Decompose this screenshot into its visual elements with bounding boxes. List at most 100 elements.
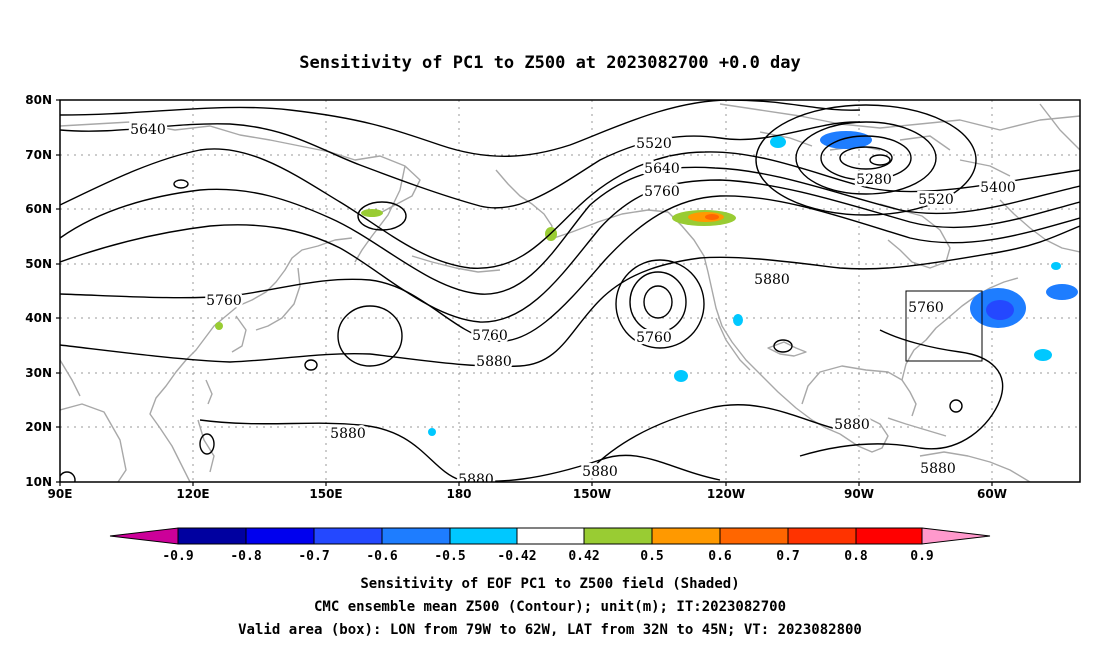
positive-sensitivity-patches xyxy=(215,209,736,330)
contour-label-2: 5520 xyxy=(636,136,672,152)
contour-labels: 5640 5520 5640 5760 5280 5400 5520 5760 … xyxy=(128,120,1019,483)
captions: Sensitivity of EOF PC1 to Z500 field (Sh… xyxy=(238,576,862,638)
contour-small-siberia xyxy=(173,179,189,189)
contour-5880-atlantic-south xyxy=(799,329,1004,457)
contour-small-great-lakes xyxy=(773,339,793,353)
colorbar-label-8: 0.5 xyxy=(640,549,663,564)
colorbar-label-6: -0.42 xyxy=(497,549,536,564)
contour-low-north-core xyxy=(869,154,891,166)
shade-neg-north-1 xyxy=(820,131,872,149)
contour-label-4: 5760 xyxy=(644,184,680,200)
lat-label-40n: 40N xyxy=(25,311,52,325)
contour-low-north-2 xyxy=(820,135,912,181)
coast-gulf-mexico xyxy=(801,365,903,405)
coast-us-east xyxy=(901,277,1019,381)
coast-cuba xyxy=(887,417,947,437)
colorbar-arrow-left xyxy=(109,527,179,545)
colorbar-label-3: -0.7 xyxy=(298,549,329,564)
coast-hudson-bay xyxy=(879,203,951,269)
coast-japan xyxy=(255,267,301,331)
lon-label-120e: 120E xyxy=(176,487,209,501)
shade-pos-korea xyxy=(215,322,223,330)
shade-neg-north-2 xyxy=(770,136,786,148)
contour-label-12: 5880 xyxy=(754,272,790,288)
colorbar: -0.9 -0.8 -0.7 -0.6 -0.5 -0.42 0.42 0.5 … xyxy=(109,527,991,564)
colorbar-label-7: 0.42 xyxy=(568,549,599,564)
caption-line-2: CMC ensemble mean Z500 (Contour); unit(m… xyxy=(314,599,786,615)
lat-label-50n: 50N xyxy=(25,257,52,271)
coast-florida xyxy=(901,379,917,417)
coast-korea xyxy=(231,315,247,353)
lon-label-90e: 90E xyxy=(48,487,73,501)
caption-line-1: Sensitivity of EOF PC1 to Z500 field (Sh… xyxy=(360,576,739,592)
coast-alaska-west xyxy=(495,169,553,241)
caption-line-3: Valid area (box): LON from 79W to 62W, L… xyxy=(238,622,862,638)
contour-label-8: 5760 xyxy=(206,293,242,309)
negative-sensitivity-patches xyxy=(428,131,1078,436)
coast-asia-north xyxy=(60,121,421,213)
coast-southeast-asia xyxy=(60,403,127,482)
contour-5520-north xyxy=(60,121,861,209)
contour-5880-pacific-south xyxy=(199,419,721,482)
contour-westerly-upper-1 xyxy=(60,148,1080,269)
contour-5760-mid xyxy=(60,195,1080,342)
map-frame xyxy=(59,99,1081,483)
lon-label-120w: 120W xyxy=(707,487,745,501)
contour-label-18: 5880 xyxy=(920,461,956,477)
contour-small-atlantic xyxy=(949,399,963,413)
figure-title: Sensitivity of PC1 to Z500 at 2023082700… xyxy=(299,53,801,73)
colorbar-label-11: 0.8 xyxy=(844,549,868,564)
colorbar-label-12: 0.9 xyxy=(910,549,933,564)
lon-label-150w: 150W xyxy=(573,487,611,501)
lat-label-80n: 80N xyxy=(25,93,52,107)
contour-label-16: 5880 xyxy=(582,464,618,480)
colorbar-label-2: -0.8 xyxy=(230,549,261,564)
contour-label-3: 5640 xyxy=(644,161,680,177)
lon-label-180: 180 xyxy=(446,487,471,501)
contour-5640-mid xyxy=(60,179,1080,323)
coast-baja xyxy=(715,317,751,371)
colorbar-label-9: 0.6 xyxy=(708,549,732,564)
colorbar-segment-3 xyxy=(313,527,383,545)
contour-5640-north xyxy=(60,100,861,157)
shade-pos-kamchatka xyxy=(361,209,383,217)
colorbar-segment-5 xyxy=(449,527,518,545)
coast-north-america-west xyxy=(667,211,841,435)
sensitivity-shading xyxy=(215,131,1078,436)
contour-small-east-asia xyxy=(357,201,407,231)
lat-label-60n: 60N xyxy=(25,202,52,216)
gridlines xyxy=(60,100,1080,482)
contour-5880-south xyxy=(60,225,1080,367)
lat-label-30n: 30N xyxy=(25,366,52,380)
coast-canada-east xyxy=(999,199,1080,253)
colorbar-segment-7 xyxy=(583,527,653,545)
shade-neg-atlantic-inner xyxy=(986,300,1014,320)
contour-ridge-asia xyxy=(337,305,403,367)
contour-low-pacific-2 xyxy=(629,271,687,333)
map-area: 5640 5520 5640 5760 5280 5400 5520 5760 … xyxy=(60,100,1080,483)
valid-area-box xyxy=(905,290,983,362)
lat-label-20n: 20N xyxy=(25,420,52,434)
shade-neg-labrador xyxy=(1051,262,1061,270)
contour-label-10: 5880 xyxy=(476,354,512,370)
shade-neg-atlantic-east xyxy=(1046,284,1078,300)
contour-low-north-1 xyxy=(839,146,893,170)
colorbar-segment-1 xyxy=(177,527,247,545)
colorbar-segment-4 xyxy=(381,527,451,545)
coast-great-lakes xyxy=(767,341,807,357)
colorbar-segment-8 xyxy=(651,527,721,545)
contour-label-13: 5760 xyxy=(908,300,944,316)
lat-axis: 80N 70N 60N 50N 40N 30N 20N 10N xyxy=(25,93,60,489)
lon-label-90w: 90W xyxy=(844,487,874,501)
shade-neg-canada xyxy=(733,314,743,326)
contour-label-5: 5280 xyxy=(856,172,892,188)
lon-label-60w: 60W xyxy=(977,487,1007,501)
colorbar-label-5: -0.5 xyxy=(434,549,465,564)
contour-label-14: 5880 xyxy=(330,426,366,442)
colorbar-segment-9 xyxy=(719,527,789,545)
contour-label-17: 5880 xyxy=(834,417,870,433)
shade-neg-dateline xyxy=(428,428,436,436)
shade-pos-alaska-inner xyxy=(705,214,719,220)
shade-neg-us-east xyxy=(1034,349,1052,361)
